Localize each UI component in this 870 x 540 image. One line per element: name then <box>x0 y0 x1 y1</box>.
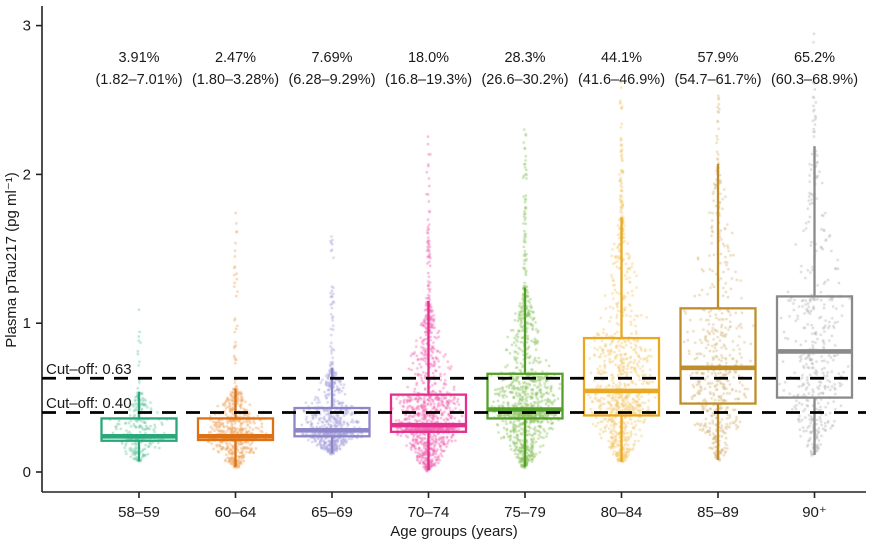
age-group-90⁺ <box>775 146 854 456</box>
positivity-percent-label: 7.69% <box>311 50 352 66</box>
x-tick-label: 70–74 <box>408 504 450 521</box>
x-tick-label: 80–84 <box>601 504 643 521</box>
y-tick-label: 1 <box>23 315 31 332</box>
box-iqr <box>582 336 661 417</box>
positivity-ci-label: (54.7–61.7%) <box>674 72 761 88</box>
x-tick-label: 90⁺ <box>802 504 827 521</box>
x-tick-label: 58–59 <box>118 504 160 521</box>
age-group-80–84 <box>582 217 661 463</box>
x-axis-title: Age groups (years) <box>390 523 518 540</box>
positivity-ci-label: (1.82–7.01%) <box>95 72 182 88</box>
age-group-75–79 <box>486 287 564 467</box>
boxplots-layer <box>100 146 854 471</box>
box-iqr <box>486 372 564 420</box>
box-iqr <box>100 417 178 442</box>
positivity-ci-label: (1.80–3.28%) <box>192 72 279 88</box>
y-tick-label: 0 <box>23 464 31 481</box>
box-iqr <box>679 307 757 405</box>
x-tick-label: 65–69 <box>311 504 353 521</box>
cutoff-label-040: Cut–off: 0.40 <box>46 395 132 412</box>
positivity-percent-label: 28.3% <box>504 50 545 66</box>
x-tick-label: 75–79 <box>504 504 546 521</box>
axes-layer: Age groups (years) Plasma pTau217 (pg ml… <box>3 6 866 540</box>
y-axis-title: Plasma pTau217 (pg ml⁻¹) <box>3 172 20 348</box>
positivity-ci-label: (6.28–9.29%) <box>288 72 375 88</box>
age-group-85–89 <box>679 163 757 461</box>
box-iqr <box>196 417 275 442</box>
x-tick-label: 60–64 <box>215 504 257 521</box>
positivity-ci-label: (41.6–46.9%) <box>578 72 665 88</box>
x-tick-label: 85–89 <box>697 504 739 521</box>
y-tick-label: 3 <box>23 18 31 35</box>
box-iqr <box>293 406 371 438</box>
positivity-percent-label: 57.9% <box>697 50 738 66</box>
box-iqr <box>775 295 854 399</box>
age-group-65–69 <box>293 367 371 453</box>
positivity-percent-label: 44.1% <box>601 50 642 66</box>
positivity-ci-label: (60.3–68.9%) <box>771 72 858 88</box>
positivity-percent-label: 65.2% <box>794 50 835 66</box>
positivity-percent-label: 3.91% <box>118 50 159 66</box>
positivity-ci-label: (26.6–30.2%) <box>481 72 568 88</box>
age-group-58–59 <box>100 391 178 462</box>
age-group-60–64 <box>196 388 275 467</box>
positivity-percent-label: 2.47% <box>215 50 256 66</box>
positivity-ci-label: (16.8–19.3%) <box>385 72 472 88</box>
y-tick-label: 2 <box>23 166 31 183</box>
age-group-70–74 <box>389 300 468 471</box>
positivity-percent-label: 18.0% <box>408 50 449 66</box>
annotations-layer: Cut–off: 0.63 Cut–off: 0.40 3.91% (1.82–7… <box>42 50 866 414</box>
cutoff-label-063: Cut–off: 0.63 <box>46 361 132 378</box>
